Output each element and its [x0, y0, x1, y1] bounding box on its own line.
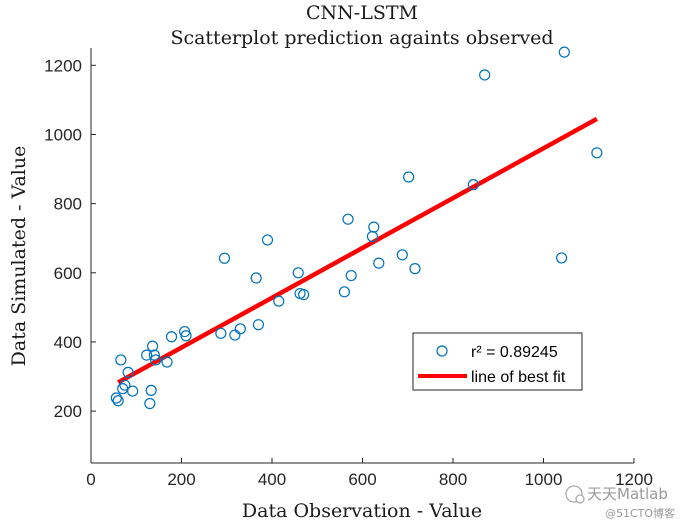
x-tick-label: 400 [258, 470, 286, 489]
data-point [229, 329, 241, 341]
watermark-logo-icon [565, 485, 583, 503]
data-point [115, 354, 127, 366]
data-point [110, 392, 122, 404]
y-tick-label: 1200 [44, 56, 82, 75]
data-point [148, 349, 160, 361]
y-tick-label: 800 [54, 195, 82, 214]
axes [90, 48, 634, 464]
points-layer [110, 46, 603, 410]
x-tick-label: 200 [167, 470, 195, 489]
legend-fit-label: line of best fit [471, 369, 566, 386]
chart-title: CNN-LSTM [306, 2, 418, 24]
data-point [298, 288, 310, 301]
watermark-logo-icon-dot [575, 494, 585, 504]
data-point [273, 295, 285, 307]
data-point [122, 366, 134, 378]
data-point [141, 349, 153, 361]
data-point [368, 221, 380, 233]
data-point [165, 331, 178, 343]
y-ticks: 200 400 600 800 1000 1200 [44, 56, 96, 421]
y-tick-label: 400 [54, 333, 82, 352]
data-point [150, 354, 162, 366]
y-tick-label: 200 [54, 402, 82, 421]
x-tick-label: 800 [439, 470, 467, 489]
legend: r² = 0.89245 line of best fit [412, 332, 583, 391]
data-point [396, 249, 408, 261]
chart-subtitle: Scatterplot prediction againts observed [170, 27, 553, 49]
data-point [234, 323, 246, 335]
data-point [250, 272, 262, 284]
x-ticks: 0 200 400 600 800 1000 1200 [86, 458, 653, 489]
x-tick-label: 600 [348, 470, 376, 489]
x-tick-label: 1000 [525, 470, 563, 489]
data-point [261, 234, 274, 246]
y-tick-label: 600 [54, 264, 82, 283]
data-point [342, 213, 354, 225]
data-point [345, 269, 357, 282]
y-tick-label: 1000 [44, 125, 82, 144]
x-axis-label: Data Observation - Value [242, 500, 482, 522]
data-point [127, 385, 139, 397]
data-point [403, 171, 415, 183]
legend-scatter-marker [436, 345, 448, 357]
data-point [373, 257, 385, 269]
x-tick-label: 1200 [615, 470, 653, 489]
legend-box [412, 332, 583, 391]
data-point [555, 252, 568, 264]
data-point [180, 330, 192, 342]
data-point [119, 379, 131, 391]
data-point [467, 179, 479, 191]
watermark: 天天Matlab @51CTO博客 [565, 485, 675, 520]
watermark-brand: 天天Matlab [587, 485, 668, 503]
fit-line-layer [117, 116, 598, 385]
data-point [292, 267, 304, 279]
data-point [112, 395, 124, 407]
data-point [218, 252, 231, 264]
data-point [145, 384, 157, 396]
legend-r2-label: r² = 0.89245 [471, 344, 558, 361]
y-axis-label: Data Simulated - Value [8, 146, 30, 367]
data-point [409, 263, 421, 275]
data-point [215, 327, 227, 339]
data-point [144, 397, 156, 410]
data-point [338, 286, 350, 298]
data-point [591, 147, 603, 159]
data-point [146, 340, 159, 352]
data-point [117, 383, 129, 395]
data-point [479, 69, 491, 81]
data-point [252, 319, 265, 331]
data-point [558, 46, 570, 58]
watermark-site: @51CTO博客 [605, 506, 675, 520]
x-tick-label: 0 [86, 470, 95, 489]
best-fit-line [117, 116, 598, 385]
data-point [161, 356, 173, 368]
